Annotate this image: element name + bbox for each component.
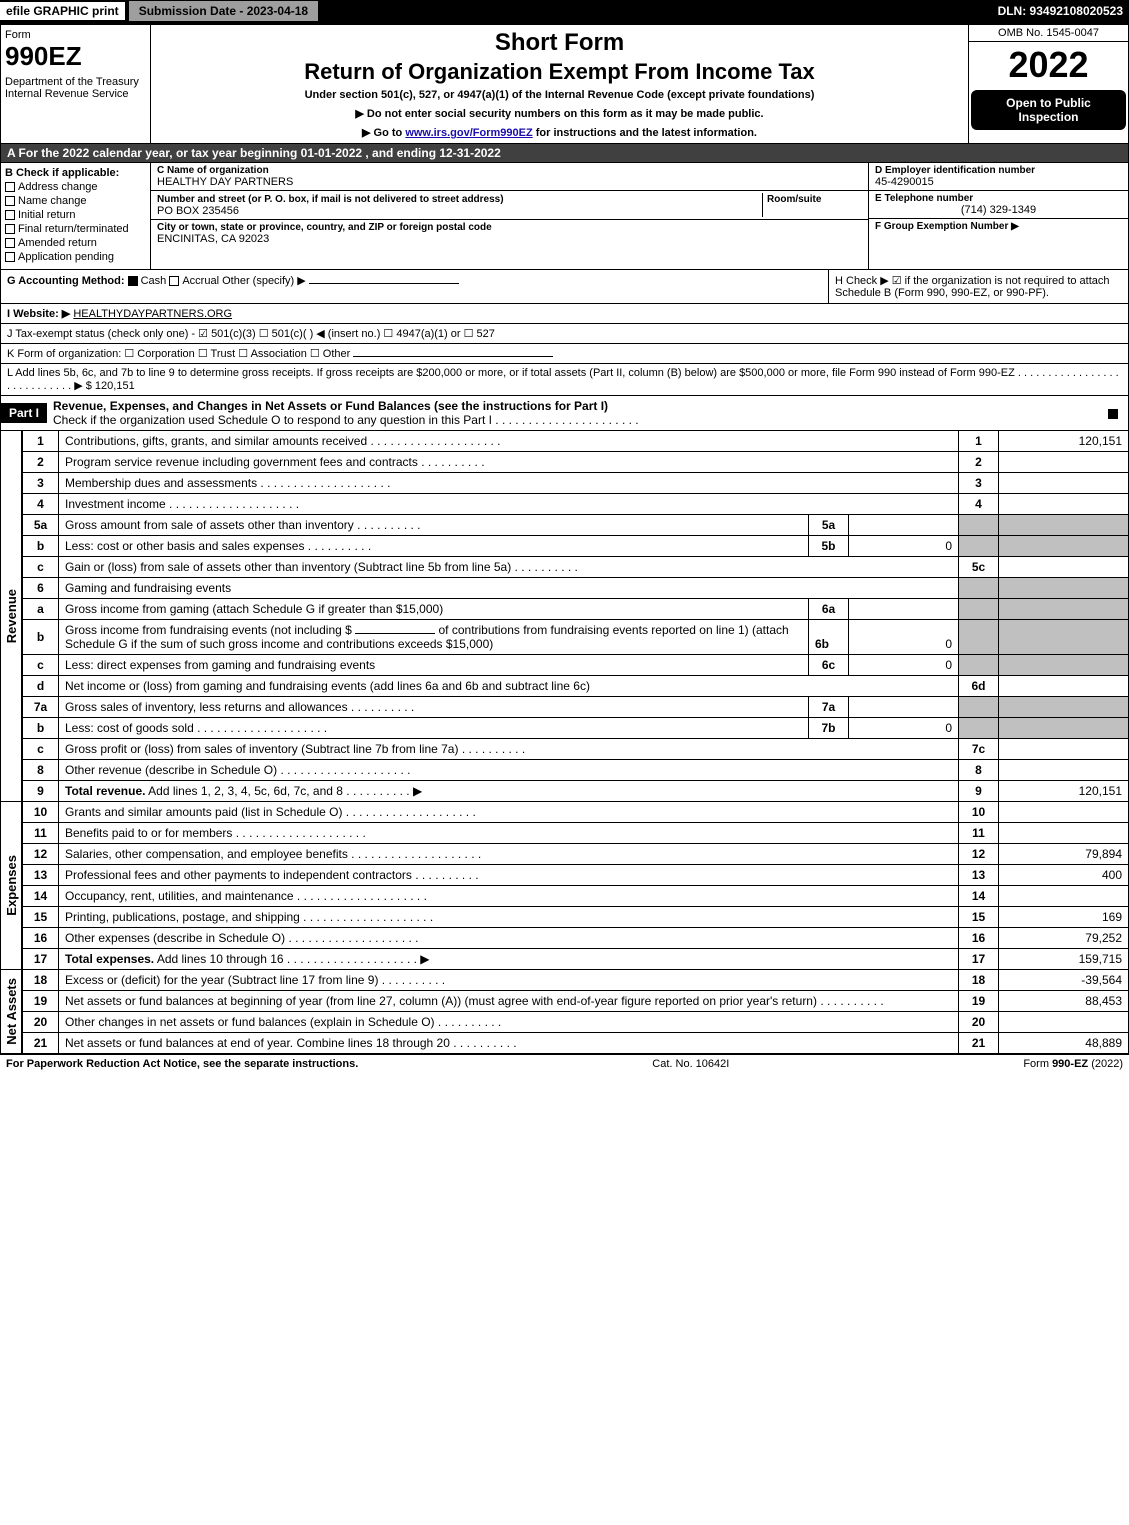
city-row: City or town, state or province, country… [151,220,868,247]
k-text: K Form of organization: ☐ Corporation ☐ … [7,348,350,360]
f-label: F Group Exemption Number ▶ [875,221,1122,232]
revenue-table: 1Contributions, gifts, grants, and simil… [22,431,1129,802]
tax-year: 2022 [969,42,1128,88]
instr-ssn: ▶ Do not enter social security numbers o… [155,107,964,120]
netassets-table: 18Excess or (deficit) for the year (Subt… [22,970,1129,1054]
short-form-title: Short Form [155,29,964,57]
city-label: City or town, state or province, country… [157,222,862,233]
revenue-label: Revenue [4,589,19,643]
part1-label: Part I [1,403,47,423]
footer: For Paperwork Reduction Act Notice, see … [0,1054,1129,1073]
section-k: K Form of organization: ☐ Corporation ☐ … [0,344,1129,364]
chk-application-pending[interactable]: Application pending [5,251,146,263]
efile-label: efile GRAPHIC print [0,2,125,20]
part1-subtitle: Check if the organization used Schedule … [53,413,639,427]
section-j: J Tax-exempt status (check only one) - ☑… [0,324,1129,344]
instr-goto: ▶ Go to www.irs.gov/Form990EZ for instru… [155,126,964,139]
part1-header: Part I Revenue, Expenses, and Changes in… [0,396,1129,431]
section-c: C Name of organization HEALTHY DAY PARTN… [151,163,868,269]
part1-checkbox[interactable] [1100,406,1128,420]
org-name-row: C Name of organization HEALTHY DAY PARTN… [151,163,868,191]
form-name: 990EZ [5,41,146,72]
form-word: Form [5,29,146,41]
revenue-group: Revenue 1Contributions, gifts, grants, a… [0,431,1129,802]
public-inspection: Open to Public Inspection [971,90,1126,130]
netassets-label: Net Assets [4,978,19,1045]
i-label: I Website: ▶ [7,308,70,320]
g-label: G Accounting Method: [7,275,125,287]
street-value: PO BOX 235456 [157,205,239,217]
c-name-label: C Name of organization [157,165,862,176]
omb-number: OMB No. 1545-0047 [969,25,1128,42]
section-h: H Check ▶ ☑ if the organization is not r… [828,270,1128,303]
top-bar: efile GRAPHIC print Submission Date - 20… [0,0,1129,24]
chk-final-return[interactable]: Final return/terminated [5,223,146,235]
expenses-label: Expenses [4,855,19,916]
main-title: Return of Organization Exempt From Incom… [155,59,964,85]
subtitle: Under section 501(c), 527, or 4947(a)(1)… [155,89,964,101]
ein-row: D Employer identification number 45-4290… [869,163,1128,191]
e-label: E Telephone number [875,193,1122,204]
ein-value: 45-4290015 [875,176,1122,188]
paperwork-notice: For Paperwork Reduction Act Notice, see … [6,1058,358,1070]
room-label: Room/suite [767,194,821,205]
header-center: Short Form Return of Organization Exempt… [151,25,968,143]
section-b: B Check if applicable: Address change Na… [1,163,151,269]
street-label: Number and street (or P. O. box, if mail… [157,194,504,205]
section-g: G Accounting Method: Cash Accrual Other … [1,270,828,303]
cat-no: Cat. No. 10642I [652,1058,729,1070]
section-bc: B Check if applicable: Address change Na… [0,163,1129,270]
submission-date: Submission Date - 2023-04-18 [129,1,318,21]
irs-link[interactable]: www.irs.gov/Form990EZ [405,127,532,139]
city-value: ENCINITAS, CA 92023 [157,233,862,245]
street-row: Number and street (or P. O. box, if mail… [151,191,868,220]
part1-title: Revenue, Expenses, and Changes in Net As… [47,396,1100,430]
b-label: B Check if applicable: [5,167,146,179]
chk-accrual[interactable] [169,276,179,286]
netassets-group: Net Assets 18Excess or (deficit) for the… [0,970,1129,1054]
dln: DLN: 93492108020523 [998,4,1129,18]
chk-cash[interactable] [128,276,138,286]
chk-address-change[interactable]: Address change [5,181,146,193]
website-value[interactable]: HEALTHYDAYPARTNERS.ORG [73,308,232,320]
org-name: HEALTHY DAY PARTNERS [157,176,862,188]
section-gh: G Accounting Method: Cash Accrual Other … [0,270,1129,304]
header-left: Form 990EZ Department of the Treasury In… [1,25,151,143]
header-right: OMB No. 1545-0047 2022 Open to Public In… [968,25,1128,143]
phone-row: E Telephone number (714) 329-1349 [869,191,1128,219]
form-header: Form 990EZ Department of the Treasury In… [0,24,1129,144]
group-exemption-row: F Group Exemption Number ▶ [869,219,1128,234]
section-i: I Website: ▶ HEALTHYDAYPARTNERS.ORG [0,304,1129,324]
section-de: D Employer identification number 45-4290… [868,163,1128,269]
instr2-prefix: ▶ Go to [362,127,405,139]
section-l: L Add lines 5b, 6c, and 7b to line 9 to … [0,364,1129,396]
instr2-suffix: for instructions and the latest informat… [536,127,757,139]
section-a: A For the 2022 calendar year, or tax yea… [0,144,1129,163]
form-ref: Form 990-EZ (2022) [1023,1058,1123,1070]
chk-amended-return[interactable]: Amended return [5,237,146,249]
chk-name-change[interactable]: Name change [5,195,146,207]
g-other: Other (specify) ▶ [222,275,306,287]
expenses-group: Expenses 10Grants and similar amounts pa… [0,802,1129,970]
d-label: D Employer identification number [875,165,1122,176]
chk-initial-return[interactable]: Initial return [5,209,146,221]
dept-label: Department of the Treasury Internal Reve… [5,76,146,100]
expenses-table: 10Grants and similar amounts paid (list … [22,802,1129,970]
phone-value: (714) 329-1349 [875,204,1122,216]
